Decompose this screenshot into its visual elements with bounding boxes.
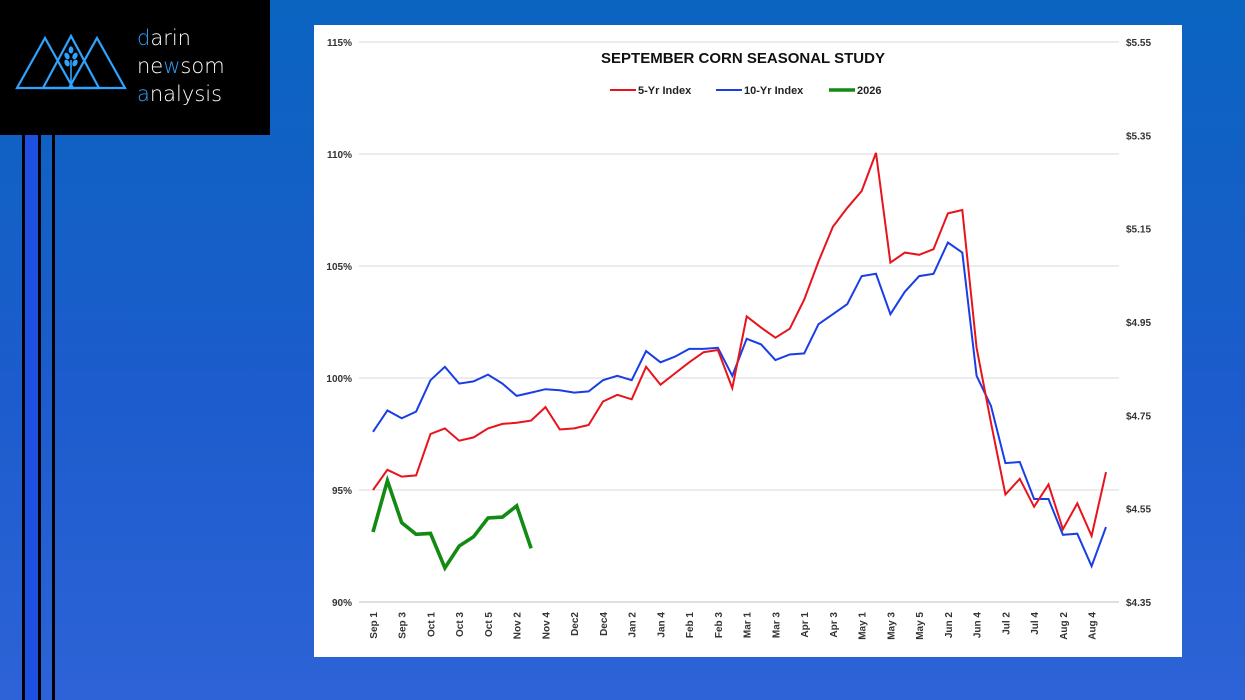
left-axis-ticks: 90% 95% 100% 105% 110% 115% <box>326 38 352 609</box>
rail-blue <box>25 135 38 700</box>
x-tick-label: Jun 2 <box>944 612 955 639</box>
y-left-tick-label: 110% <box>327 150 352 161</box>
x-tick-label: Jul 4 <box>1030 612 1041 635</box>
chart-panel: 90% 95% 100% 105% 110% 115% $4.35 $4.55 $4.75 $4… <box>314 25 1182 657</box>
y-right-tick-label: $4.55 <box>1126 505 1151 516</box>
x-tick-label: Oct 1 <box>426 612 437 637</box>
seasonal-line-chart: 90%95%100%105%110%115% $4.35$4.55$4.75$4… <box>326 38 1151 640</box>
current-2026-line <box>371 474 533 572</box>
x-tick-label: Dec2 <box>570 612 581 636</box>
mountain-logo-icon <box>15 33 127 90</box>
x-tick-label: Dec4 <box>599 612 610 636</box>
x-tick-label: Nov 2 <box>513 612 524 640</box>
ten-yr-index-line <box>372 240 1107 569</box>
y-left-tick-label: 105% <box>326 262 352 273</box>
x-tick-label: Mar 3 <box>771 612 782 639</box>
x-tick-label: Aug 2 <box>1059 612 1070 640</box>
legend-label: 10-Yr Index <box>744 85 804 97</box>
x-tick-label: Aug 4 <box>1088 612 1099 640</box>
x-tick-label: May 3 <box>886 612 897 640</box>
series-lines <box>371 152 1107 572</box>
chart-title: SEPTEMBER CORN SEASONAL STUDY <box>601 50 885 67</box>
logo-block: darin newsom analysis <box>0 0 270 135</box>
y-left-tick-label: 95% <box>332 486 352 497</box>
x-tick-label: Feb 1 <box>685 612 696 639</box>
legend-label: 2026 <box>857 85 881 97</box>
y-right-tick-label: $5.35 <box>1126 131 1151 142</box>
five-yr-index-line <box>372 152 1107 540</box>
x-axis-ticks: Sep 1 Sep 3 Oct 1 Oct 3 Oct 5 Nov 2 Nov 4 Dec2 D… <box>369 612 1099 640</box>
legend-label: 5-Yr Index <box>638 85 692 97</box>
x-tick-label: May 5 <box>915 612 926 640</box>
rail-left-black <box>22 135 25 700</box>
y-right-tick-label: $4.95 <box>1126 318 1151 329</box>
y-right-tick-label: $4.35 <box>1126 598 1151 609</box>
y-right-tick-label: $4.75 <box>1126 411 1151 422</box>
x-tick-label: May 1 <box>858 612 869 640</box>
x-tick-label: Jan 2 <box>628 612 639 638</box>
x-tick-label: Sep 1 <box>369 612 380 639</box>
x-tick-label: Jan 4 <box>656 612 667 638</box>
x-tick-label: Oct 5 <box>484 612 495 637</box>
chart-legend: 5-Yr Index 10-Yr Index 2026 <box>610 85 881 97</box>
rail-right-black <box>52 135 55 700</box>
y-right-tick-label: $5.15 <box>1126 225 1151 236</box>
x-tick-label: Feb 3 <box>714 612 725 639</box>
logo-line-1: darin <box>137 26 191 50</box>
logo-line-2: newsom <box>137 54 225 78</box>
x-tick-label: Nov 4 <box>541 612 552 640</box>
y-left-tick-label: 100% <box>326 374 352 385</box>
logo-wordmark: darin newsom analysis <box>137 24 225 108</box>
x-tick-label: Oct 3 <box>455 612 466 637</box>
x-tick-label: Apr 1 <box>800 612 811 638</box>
x-tick-label: Apr 3 <box>829 612 840 638</box>
rail-mid-black <box>38 135 41 700</box>
y-left-tick-label: 90% <box>332 598 352 609</box>
logo-line-3: analysis <box>137 82 223 106</box>
x-tick-label: Jul 2 <box>1001 612 1012 635</box>
gridlines <box>359 41 1119 603</box>
y-right-tick-label: $5.55 <box>1126 38 1151 49</box>
x-tick-label: Sep 3 <box>398 612 409 639</box>
x-tick-label: Mar 1 <box>743 612 754 639</box>
y-left-tick-label: 115% <box>327 38 352 49</box>
right-axis-ticks: $4.35 $4.55 $4.75 $4.95 $5.15 $5.35 $5.55 <box>1126 38 1151 609</box>
x-tick-label: Jun 4 <box>973 612 984 639</box>
